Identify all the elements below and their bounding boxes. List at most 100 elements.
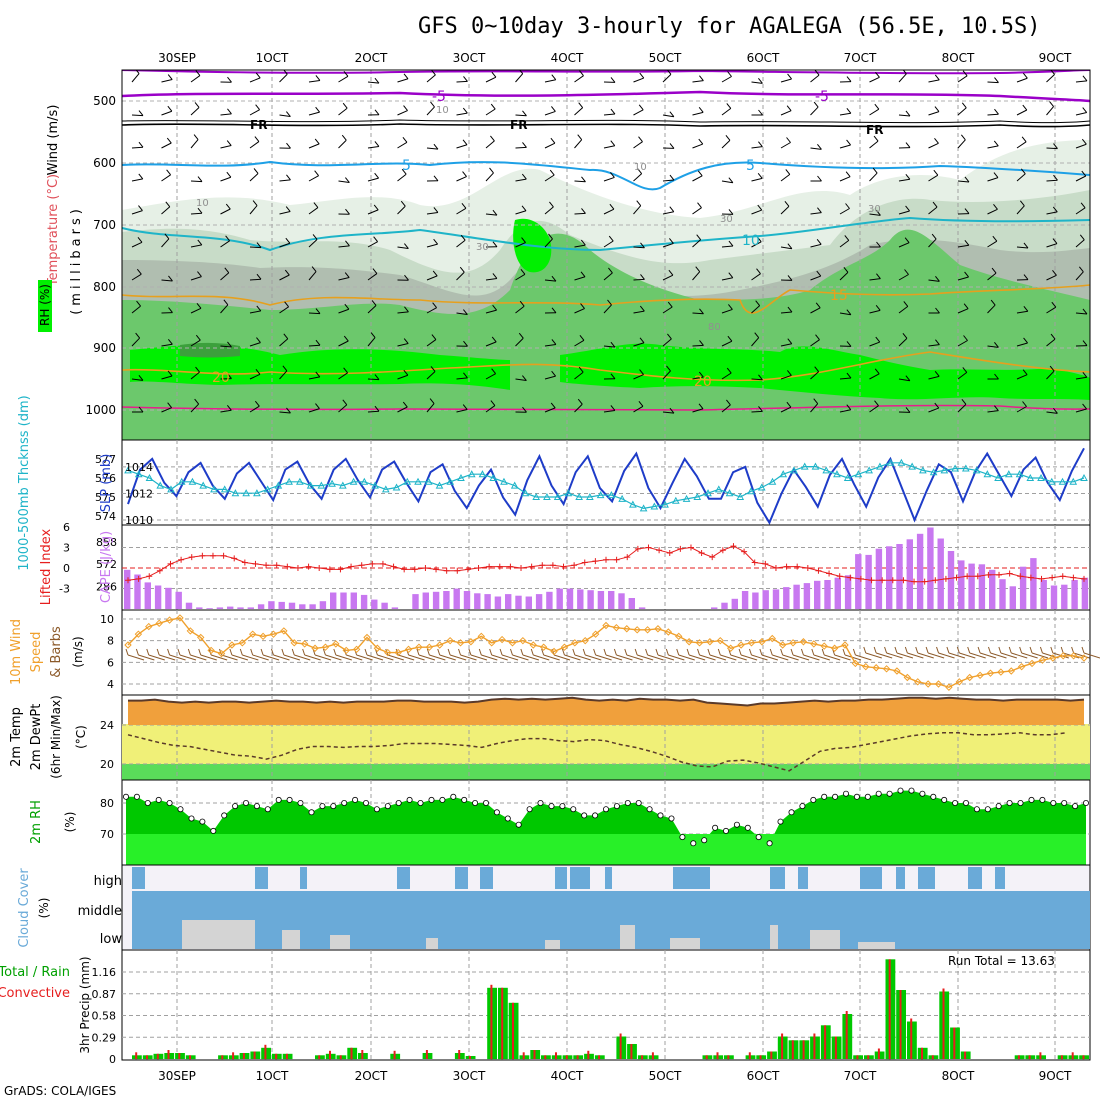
wind-barb [338,277,350,281]
wind-barb-flag [1052,238,1058,244]
wind10-barb [959,652,976,659]
wind-barb-flag [725,135,731,141]
wind-barb [928,174,939,182]
wind-barb [1046,106,1054,116]
wind10-barb [491,654,508,661]
wind-barb [161,110,173,116]
wind-barb-flag [905,205,910,212]
wind-barb [397,374,409,380]
thickness-point [1037,473,1045,481]
wind10-point [893,667,901,675]
wind10-point [1028,659,1036,668]
wind10-barb-flag [593,648,597,656]
thickness-point [435,481,444,489]
wind-barb [515,178,527,182]
cloud-level-label: low [100,932,123,947]
precip-convective-bar [899,990,902,1059]
wind10-barb [813,654,830,661]
wind10-barb [262,654,280,661]
temp-contour-m5 [122,90,1090,103]
rh2m-point [384,803,391,810]
li-point [220,552,227,559]
wind-barb-flag [195,334,201,341]
cloud-high-segment [397,867,410,889]
wind-barb-flag [669,238,674,244]
li-point [634,545,641,552]
thickness-point [1069,477,1078,485]
wind-barb [544,279,556,282]
wind10-barb-flag [655,648,659,656]
wind10-point [404,645,413,654]
wind-barb [338,139,347,149]
wind-barb [367,177,379,182]
wind-barb-flag [728,304,733,310]
wind10-barb [200,654,217,661]
rh2m-point [799,803,806,810]
rh2m-point [319,803,326,810]
wind-barb-flag [1049,365,1055,372]
wind-barb-flag [167,402,173,409]
wind-barb-flag [846,107,852,114]
wind-barb-flag [372,268,378,274]
precip-convective-bar [877,1048,880,1059]
wind-barb [987,240,998,248]
label-temp: Temperature (°C) [46,174,61,287]
wind-barb [1016,205,1025,215]
wind-barb [338,308,350,314]
wind-barb-flag [137,237,143,243]
li-point [953,574,960,581]
wind10-barb [1083,652,1100,659]
thickness-point [704,489,712,497]
wind10-point [269,630,278,638]
temp2m-series [127,696,1085,772]
wind10-barb [501,654,519,661]
wind10-barb [720,654,737,661]
wind-barb [780,343,792,347]
wind10-point [862,662,870,671]
wind-barb-flag [1082,340,1088,346]
wind10-point [872,664,880,672]
wind10-point [1038,656,1047,664]
thickness-point [908,462,916,470]
cape-bar [968,563,975,609]
wind-barb [633,141,643,149]
wind-barb-flag [817,207,822,213]
wind10-barb-flag [582,648,586,656]
wind-barb-flag [374,77,380,84]
wind-barb-flag [872,167,878,174]
cape-bar [999,579,1006,609]
precip-convective-bar [727,1055,730,1060]
precip-convective-bar [921,1047,923,1060]
wind10-barb-flag [697,648,700,656]
wind-barb [190,180,203,183]
temp2m-green-band [122,764,1090,780]
cape-bar [752,592,759,609]
date-label-bottom: 9OCT [1039,1069,1072,1083]
wind-barb [987,145,999,149]
wind10-barb-flag [156,648,160,656]
thickness-tick: 577 [95,453,116,466]
label-slp: SLP (mb) [99,454,114,513]
cape-bar [412,594,419,609]
thickness-point [220,485,229,493]
wind-barb-flag [902,70,907,75]
wind10-barb-flag [821,648,825,656]
li-point [666,549,673,556]
wind10-point [280,627,288,635]
wind-barb [810,275,821,281]
li-point [921,578,928,585]
wind10-barb [834,654,851,661]
wind-barb [810,74,820,83]
thickness-point [338,481,347,489]
t2m-tick: 24 [100,719,114,732]
wind-barb [1016,173,1026,182]
thickness-point [124,466,132,474]
date-axis-top: 30SEP 1OCT 2OCT 3OCT 4OCT 5OCT 6OCT 7OCT 8OCT 9OC… [158,51,1072,65]
wind-barb-flag [166,137,172,144]
wind10-barb [273,654,290,661]
date-label-top: 8OCT [942,51,975,65]
wind-barb-flag [668,269,674,276]
wind-barb [869,108,880,116]
wind10-barb [917,652,934,659]
wind-barb-flag [610,405,616,411]
